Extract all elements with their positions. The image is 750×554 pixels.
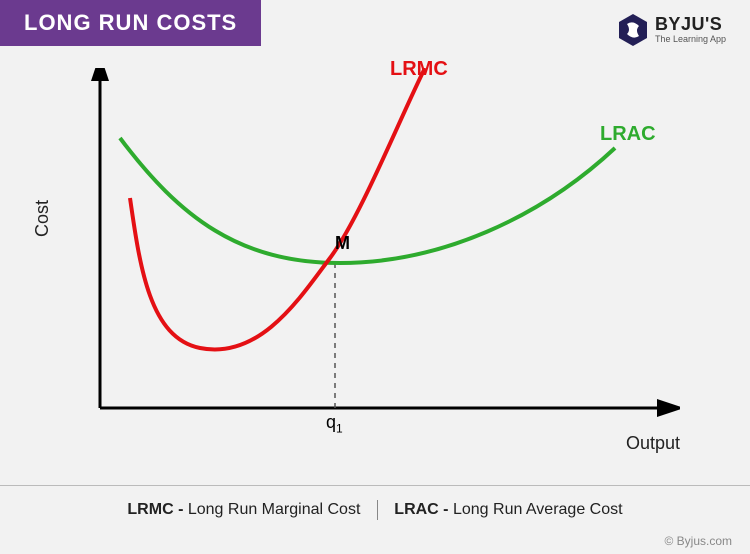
legend-lrmc-full: Long Run Marginal Cost xyxy=(188,501,361,518)
lrac-label: LRAC xyxy=(600,123,656,146)
legend-lrac-full: Long Run Average Cost xyxy=(453,501,623,518)
cost-curves-chart: Cost Output LRMC LRAC M q1 xyxy=(60,68,680,448)
legend-lrac-abbr: LRAC - xyxy=(394,501,448,518)
chart-svg xyxy=(60,68,680,448)
y-axis-label: Cost xyxy=(32,200,53,237)
logo-brand-text: BYJU'S xyxy=(655,15,726,35)
lrmc-curve xyxy=(130,68,425,350)
lrmc-label: LRMC xyxy=(390,58,448,81)
legend-lrmc-abbr: LRMC - xyxy=(127,501,183,518)
brand-logo: BYJU'S The Learning App xyxy=(615,12,726,48)
legend-separator xyxy=(377,500,378,520)
logo-tagline: The Learning App xyxy=(655,35,726,45)
x-axis-label: Output xyxy=(626,433,680,454)
copyright-text: © Byjus.com xyxy=(664,534,732,548)
intersection-label: M xyxy=(335,233,350,254)
lrac-curve xyxy=(120,138,615,263)
logo-badge-icon xyxy=(615,12,651,48)
q1-tick-label: q1 xyxy=(326,412,343,436)
legend: LRMC - Long Run Marginal Cost LRAC - Lon… xyxy=(0,485,750,520)
page-title: LONG RUN COSTS xyxy=(0,0,261,46)
